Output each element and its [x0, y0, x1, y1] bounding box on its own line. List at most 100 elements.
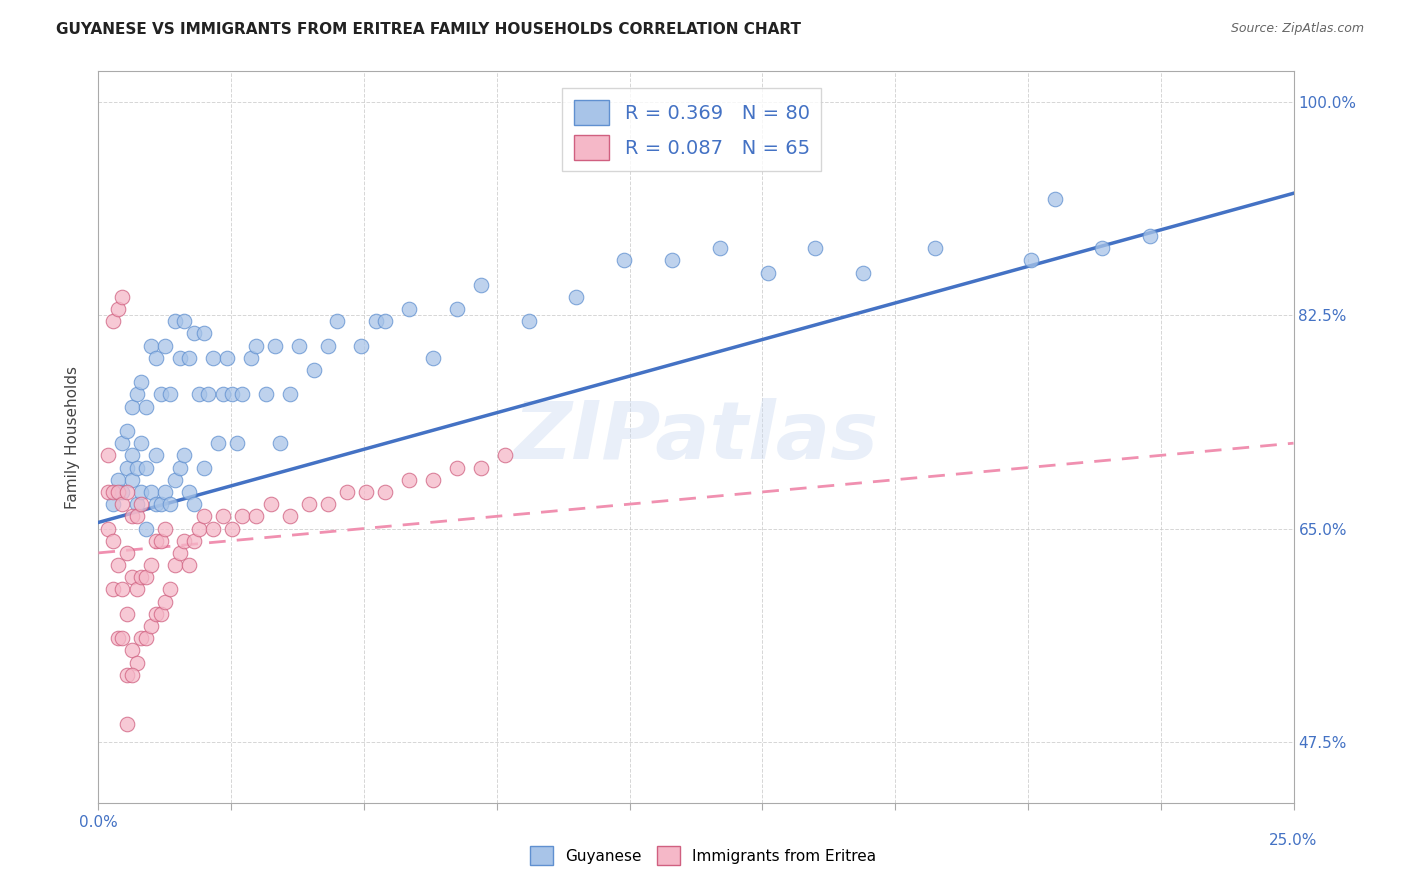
- Point: [422, 473, 444, 487]
- Point: [173, 448, 195, 462]
- Point: [470, 460, 492, 475]
- Point: [193, 326, 215, 341]
- Point: [131, 497, 153, 511]
- Point: [288, 338, 311, 352]
- Point: [226, 436, 249, 450]
- Point: [149, 387, 172, 401]
- Point: [470, 277, 492, 292]
- Point: [155, 338, 177, 352]
- Point: [163, 473, 186, 487]
- Point: [125, 460, 148, 475]
- Point: [173, 533, 195, 548]
- Point: [446, 301, 468, 317]
- Point: [107, 473, 129, 487]
- Point: [169, 546, 191, 560]
- Point: [145, 533, 167, 548]
- Point: [231, 509, 253, 524]
- Point: [121, 570, 143, 584]
- Point: [924, 241, 946, 255]
- Point: [115, 667, 138, 681]
- Point: [316, 338, 339, 352]
- Point: [149, 607, 172, 621]
- Point: [1043, 192, 1066, 206]
- Point: [115, 460, 138, 475]
- Point: [101, 533, 124, 548]
- Point: [254, 387, 277, 401]
- Point: [155, 521, 177, 535]
- Point: [163, 314, 186, 328]
- Text: ZIPatlas: ZIPatlas: [513, 398, 879, 476]
- Point: [107, 484, 129, 499]
- Point: [111, 484, 134, 499]
- Point: [1091, 241, 1114, 255]
- Point: [107, 558, 129, 573]
- Text: GUYANESE VS IMMIGRANTS FROM ERITREA FAMILY HOUSEHOLDS CORRELATION CHART: GUYANESE VS IMMIGRANTS FROM ERITREA FAMI…: [56, 22, 801, 37]
- Point: [111, 436, 134, 450]
- Point: [517, 314, 540, 328]
- Point: [121, 509, 143, 524]
- Point: [217, 351, 239, 365]
- Point: [97, 448, 120, 462]
- Point: [350, 338, 373, 352]
- Point: [354, 484, 377, 499]
- Point: [231, 387, 253, 401]
- Point: [193, 509, 215, 524]
- Point: [259, 497, 281, 511]
- Point: [221, 521, 243, 535]
- Point: [374, 314, 396, 328]
- Point: [398, 301, 420, 317]
- Point: [125, 509, 148, 524]
- Point: [145, 607, 167, 621]
- Point: [202, 521, 225, 535]
- Point: [111, 582, 134, 597]
- Point: [298, 497, 321, 511]
- Point: [398, 473, 420, 487]
- Point: [139, 558, 162, 573]
- Point: [131, 375, 153, 389]
- Point: [139, 484, 162, 499]
- Point: [364, 314, 387, 328]
- Point: [155, 594, 177, 608]
- Point: [101, 484, 124, 499]
- Point: [1139, 228, 1161, 243]
- Point: [145, 497, 167, 511]
- Point: [155, 484, 177, 499]
- Point: [245, 338, 267, 352]
- Point: [207, 436, 229, 450]
- Point: [240, 351, 263, 365]
- Point: [111, 290, 134, 304]
- Point: [121, 448, 143, 462]
- Point: [121, 667, 143, 681]
- Point: [139, 338, 162, 352]
- Point: [494, 448, 516, 462]
- Point: [139, 619, 162, 633]
- Point: [245, 509, 267, 524]
- Point: [183, 497, 205, 511]
- Point: [1019, 253, 1042, 268]
- Point: [111, 497, 134, 511]
- Point: [131, 631, 153, 645]
- Point: [115, 484, 138, 499]
- Point: [709, 241, 731, 255]
- Point: [336, 484, 359, 499]
- Point: [149, 533, 172, 548]
- Point: [159, 497, 181, 511]
- Point: [115, 716, 138, 731]
- Point: [422, 351, 444, 365]
- Point: [211, 509, 233, 524]
- Point: [446, 460, 468, 475]
- Point: [183, 533, 205, 548]
- Point: [101, 314, 124, 328]
- Point: [97, 521, 120, 535]
- Point: [135, 460, 157, 475]
- Point: [115, 607, 138, 621]
- Point: [101, 582, 124, 597]
- Point: [169, 460, 191, 475]
- Point: [125, 582, 148, 597]
- Point: [145, 448, 167, 462]
- Point: [264, 338, 287, 352]
- Point: [125, 497, 148, 511]
- Point: [179, 484, 201, 499]
- Point: [173, 314, 195, 328]
- Point: [613, 253, 636, 268]
